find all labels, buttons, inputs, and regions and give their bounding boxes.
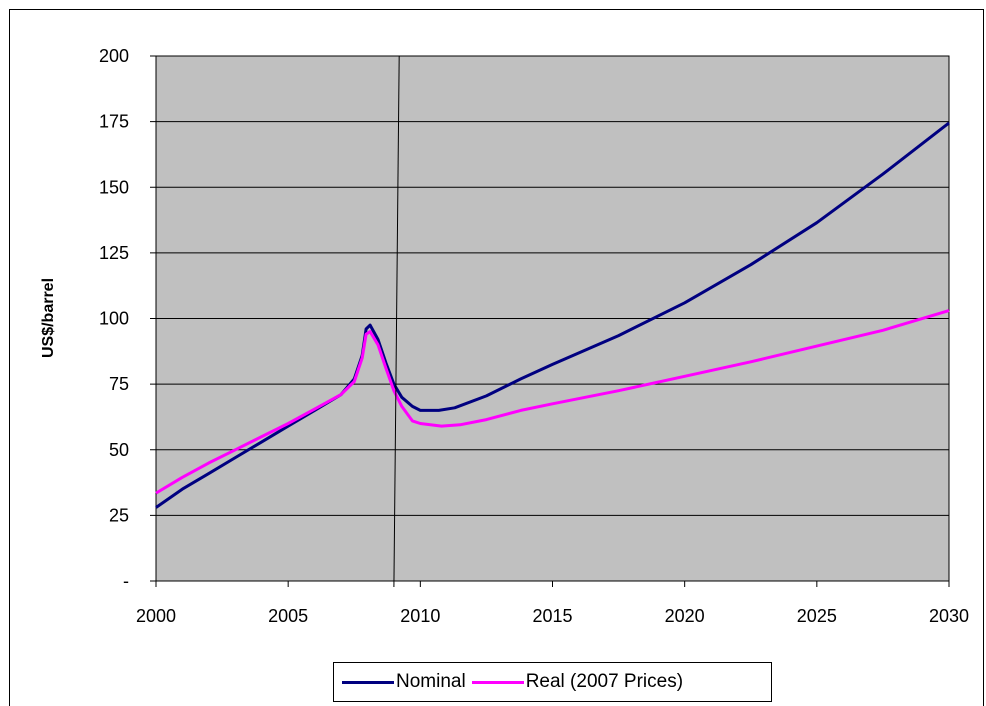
- y-tick-label: 75: [109, 374, 129, 394]
- legend-item-nominal: Nominal: [342, 671, 466, 693]
- x-tick-label: 2000: [136, 606, 176, 626]
- x-tick-label: 2005: [268, 606, 308, 626]
- y-tick-label: 200: [99, 46, 129, 66]
- y-axis: - 25 50 75 100 125 150 175 200: [99, 46, 156, 591]
- legend-swatch-nominal: [342, 680, 394, 684]
- x-tick-label: 2030: [929, 606, 969, 626]
- x-tick-label: 2025: [797, 606, 837, 626]
- x-tick-label: 2020: [665, 606, 705, 626]
- grid-lines: [156, 121, 949, 516]
- x-tick-label: 2010: [400, 606, 440, 626]
- y-tick-label: 150: [99, 177, 129, 197]
- legend-swatch-real: [471, 680, 524, 684]
- legend-label-nominal: Nominal: [396, 671, 466, 692]
- vertical-marker-line: [393, 55, 400, 588]
- y-tick-label: 50: [109, 440, 129, 460]
- x-tick-label: 2015: [532, 606, 572, 626]
- y-axis-title: US$/barrel: [40, 278, 57, 358]
- y-tick-label: 175: [99, 112, 129, 132]
- legend-label-real: Real (2007 Prices): [525, 671, 684, 692]
- chart-frame: [9, 9, 984, 706]
- y-tick-label: -: [123, 571, 129, 591]
- series-lines: [155, 121, 950, 509]
- series-line-nominal: [155, 121, 950, 509]
- y-tick-label: 25: [109, 505, 129, 525]
- legend-item-real: Real (2007 Prices): [471, 671, 684, 693]
- series-line-real: [155, 309, 950, 495]
- x-axis: 2000 2005 2010 2015 2020 2025 2030: [136, 581, 969, 626]
- y-tick-label: 125: [99, 243, 129, 263]
- legend: Nominal Real (2007 Prices): [333, 662, 772, 702]
- y-tick-label: 100: [99, 309, 129, 329]
